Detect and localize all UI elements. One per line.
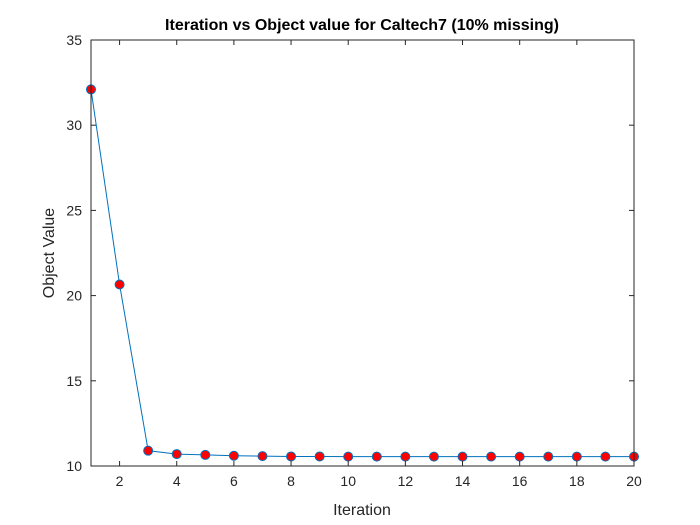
x-tick-label: 4 <box>173 473 181 489</box>
y-tick-label: 10 <box>66 458 82 474</box>
data-point <box>486 451 497 462</box>
data-point <box>428 451 439 462</box>
x-tick-label: 8 <box>287 473 295 489</box>
data-point <box>114 279 125 290</box>
x-tick-label: 2 <box>116 473 124 489</box>
x-tick-label: 20 <box>626 473 642 489</box>
y-tick-label: 35 <box>66 32 82 48</box>
chart-title: Iteration vs Object value for Caltech7 (… <box>165 17 559 34</box>
data-point <box>228 450 239 461</box>
data-point <box>371 451 382 462</box>
y-tick-label: 25 <box>66 202 82 218</box>
data-point <box>343 451 354 462</box>
x-tick-label: 6 <box>230 473 238 489</box>
data-point <box>457 451 468 462</box>
x-tick-label: 10 <box>340 473 356 489</box>
data-point <box>257 451 268 462</box>
x-tick-label: 12 <box>398 473 414 489</box>
data-point <box>400 451 411 462</box>
data-point <box>200 449 211 460</box>
data-point <box>314 451 325 462</box>
y-tick-label: 15 <box>66 373 82 389</box>
axes-layer: 2 4 6 8 10 12 14 16 18 20 10 15 20 25 30 35 <box>66 32 642 489</box>
plot-box <box>90 39 635 467</box>
x-axis-label: Iteration <box>333 502 391 519</box>
series-layer <box>86 84 639 462</box>
plot-area <box>91 40 634 466</box>
data-point <box>143 445 154 456</box>
data-point <box>171 449 182 460</box>
data-point <box>286 451 297 462</box>
x-tick-label: 16 <box>512 473 528 489</box>
y-axis-label: Object Value <box>41 208 58 299</box>
data-point <box>571 451 582 462</box>
data-point <box>600 451 611 462</box>
y-tick-label: 20 <box>66 288 82 304</box>
x-tick-label: 14 <box>455 473 471 489</box>
x-tick-label: 18 <box>569 473 585 489</box>
data-point <box>543 451 554 462</box>
data-point <box>514 451 525 462</box>
y-tick-label: 30 <box>66 117 82 133</box>
